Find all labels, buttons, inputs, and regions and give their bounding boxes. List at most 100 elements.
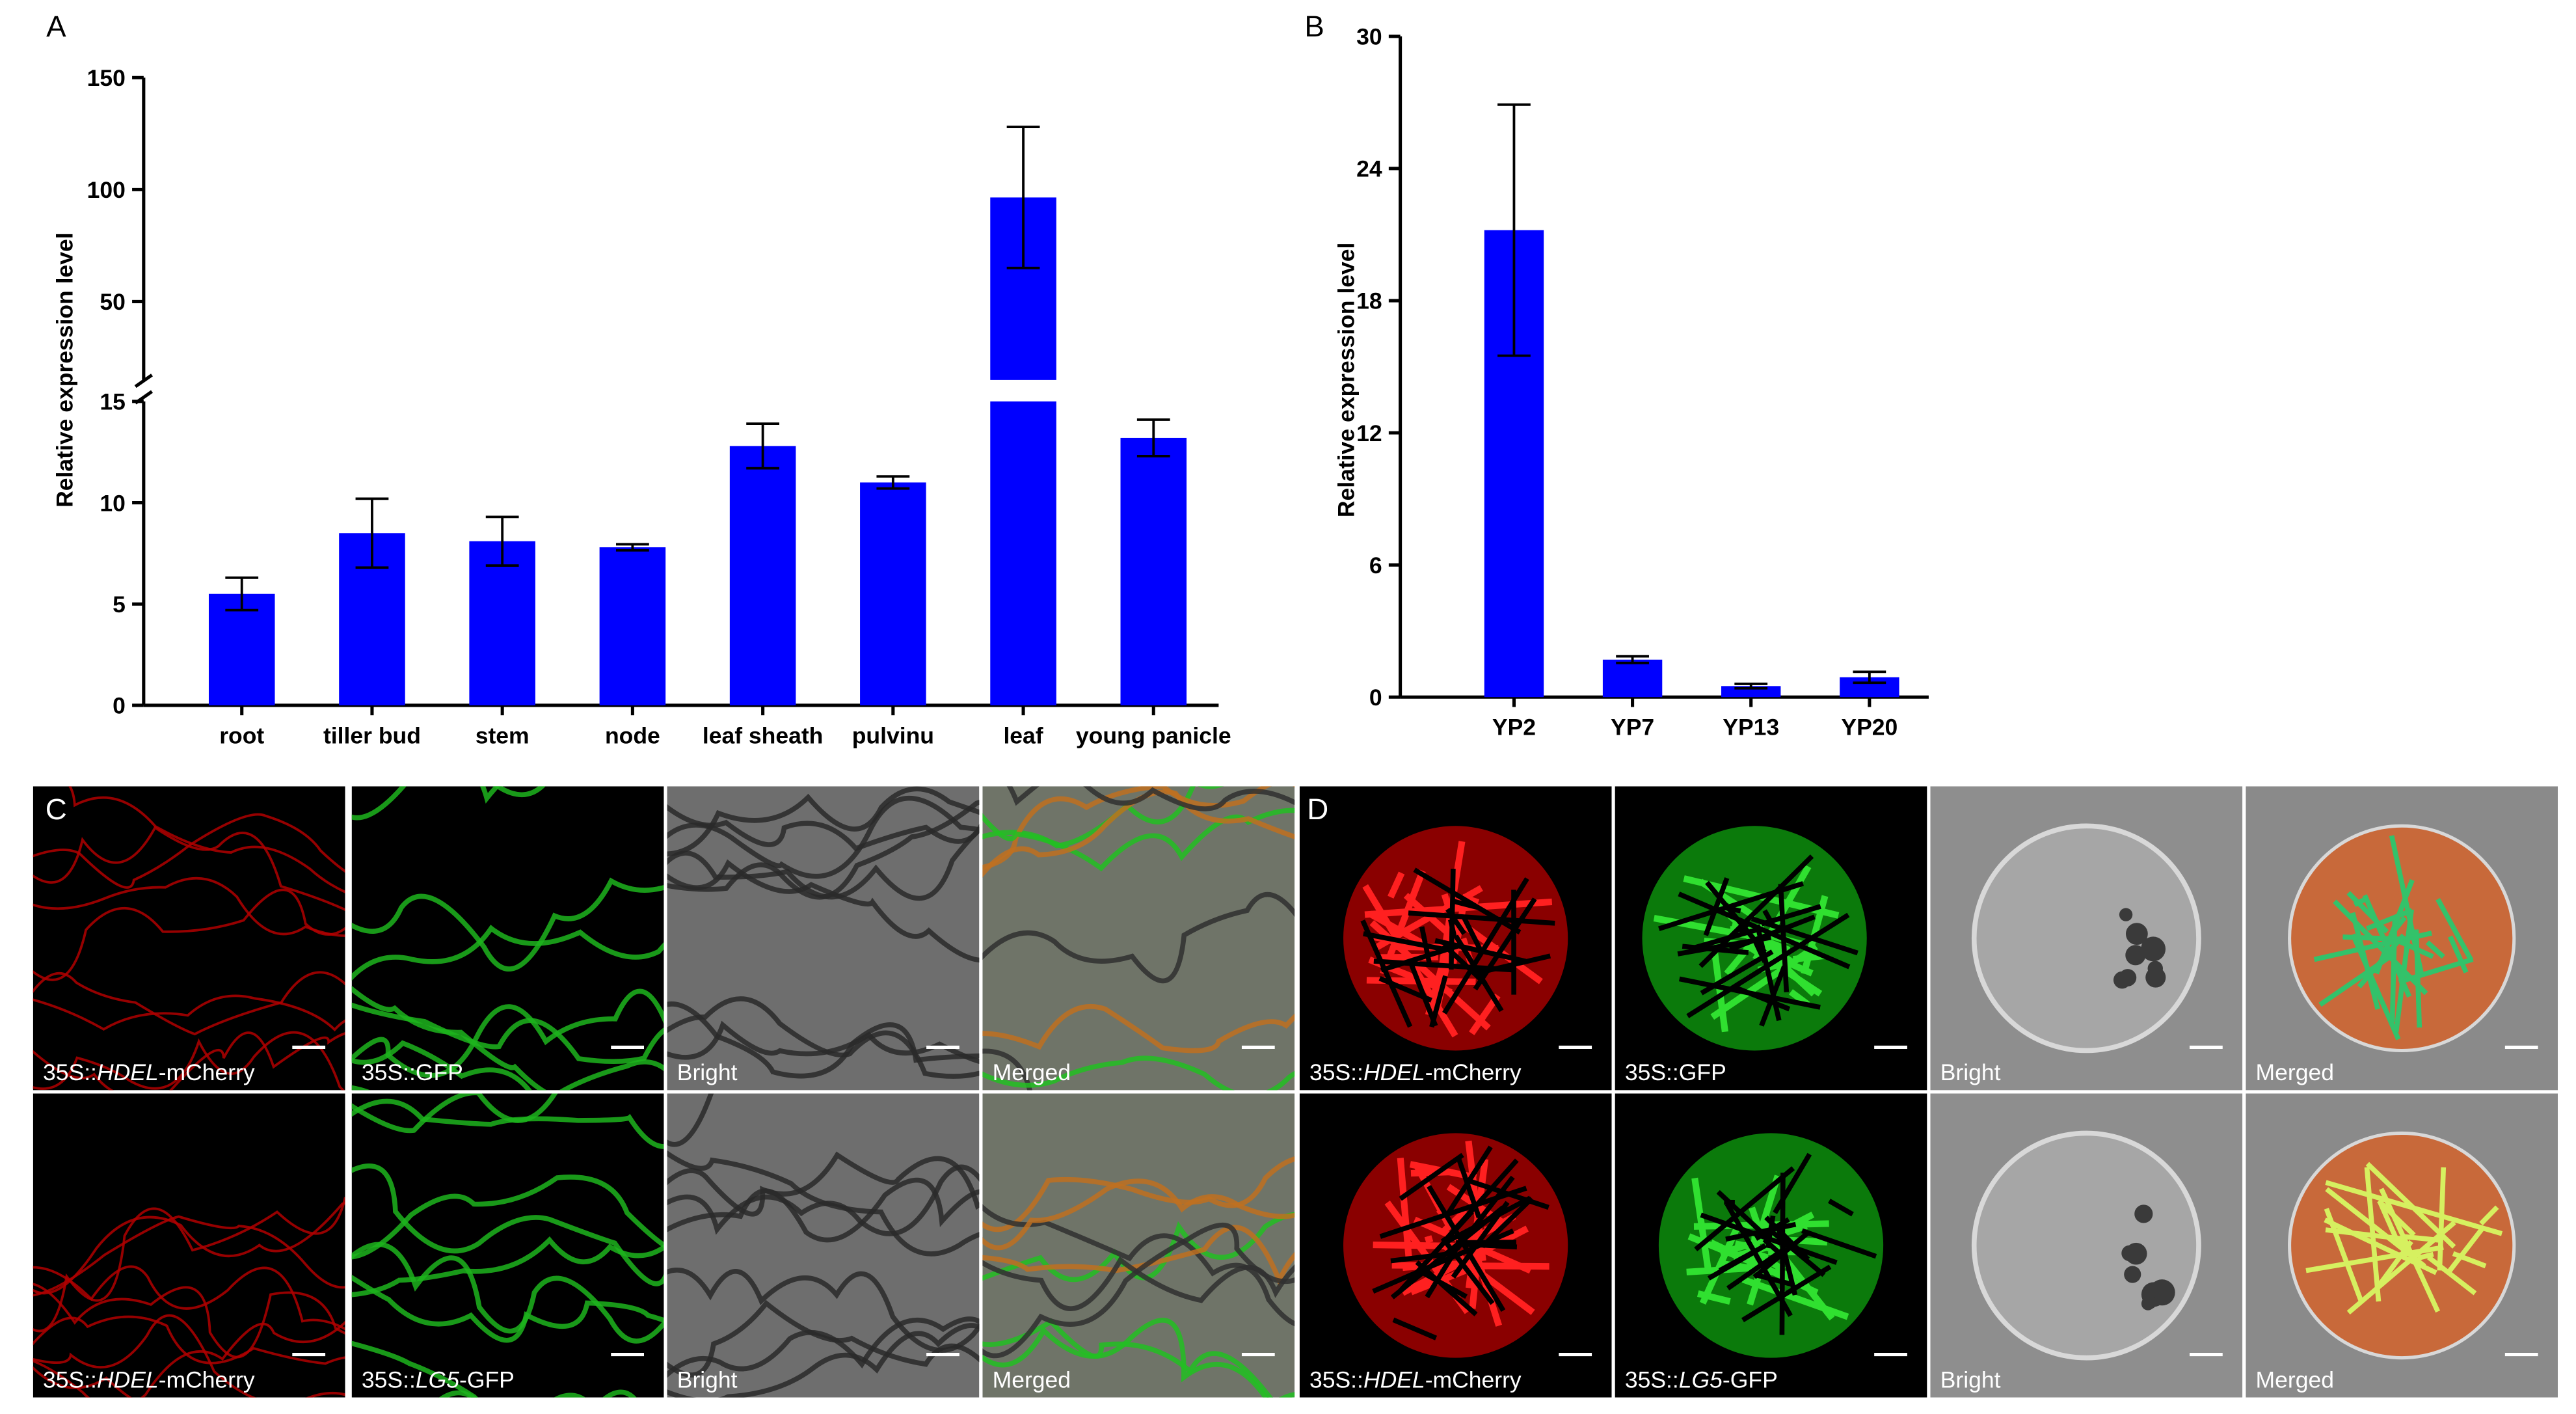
er-network (2325, 1180, 2503, 1236)
cell-outline (982, 1225, 1295, 1287)
cell-outline (33, 1314, 345, 1398)
er-network (1448, 919, 1458, 939)
cell-outline (33, 1215, 345, 1297)
organelle (2113, 971, 2131, 989)
cell-outline (667, 1177, 980, 1243)
y-tick-label: 24 (1356, 156, 1382, 182)
micrograph: 35S::LG5-GFP (1615, 1093, 1927, 1398)
cell-outline (982, 891, 1295, 984)
micrograph: 35S::HDEL-mCherry (1299, 1093, 1612, 1398)
error-bar (1616, 655, 1649, 664)
er-network (1413, 867, 1522, 935)
cell-outline (33, 1031, 345, 1091)
er-network (1741, 1264, 1832, 1323)
cell-outline (667, 1316, 980, 1378)
micrograph: 35S::GFP (1615, 786, 1927, 1091)
label-part: -mCherry (1425, 1366, 1522, 1393)
er-network (1693, 927, 1758, 951)
er-network (1388, 871, 1405, 899)
bar (1120, 437, 1187, 705)
micrograph-label: 35S::GFP (1625, 1059, 1726, 1085)
cell-outline (33, 1201, 345, 1295)
er-network (1431, 841, 1466, 1013)
cell-outline (667, 859, 980, 963)
cell-outline (33, 1283, 345, 1359)
cell-outline (982, 1212, 1295, 1283)
organelle (2142, 1294, 2157, 1310)
y-tick-label: 0 (1369, 685, 1382, 711)
cell-outline (68, 786, 345, 893)
er-network (2396, 938, 2434, 959)
er-network (2404, 1234, 2442, 1243)
micrograph: 35S::GFP (351, 786, 664, 1091)
cell-outline (667, 1323, 980, 1398)
cell-outline (667, 800, 980, 900)
er-network (1691, 1177, 1711, 1270)
er-network (1399, 1152, 1464, 1201)
error-bar (355, 497, 389, 569)
er-network (1733, 985, 1791, 1012)
y-tick-label: 10 (100, 490, 126, 516)
bar (1602, 659, 1663, 698)
protoplast (1971, 823, 2201, 1054)
error-bar (1734, 683, 1768, 690)
y-tick-label: 100 (87, 177, 126, 203)
er-network (2425, 940, 2445, 959)
panel-label: D (1307, 793, 1328, 826)
error-bar (1136, 418, 1170, 457)
er-network (1418, 1268, 1468, 1299)
cell-outline (351, 1340, 585, 1398)
er-network (1442, 943, 1488, 986)
micrograph-label: Bright (677, 1059, 738, 1085)
er-network (1694, 1166, 1795, 1252)
micrograph: Merged (2246, 1093, 2558, 1398)
er-network (1461, 916, 1484, 953)
bar (599, 547, 666, 705)
er-network (1397, 1158, 1412, 1258)
er-network (1703, 877, 1730, 936)
cell-outline (351, 1002, 664, 1065)
micrograph: Merged (2246, 786, 2558, 1091)
er-network (1711, 949, 1728, 1033)
label-part: -GFP (1723, 1366, 1778, 1393)
panel-label: C (46, 793, 67, 826)
er-network (1445, 908, 1467, 936)
cell-outline (33, 971, 345, 1036)
micrograph-label: 35S::GFP (362, 1059, 463, 1085)
micrograph-label: Merged (993, 1059, 1071, 1085)
er-network (2479, 1205, 2499, 1226)
cell-outline (667, 826, 980, 901)
error-bar (876, 475, 910, 490)
er-network (1678, 891, 1851, 970)
panel-label: B (1304, 10, 1324, 43)
cell-outline (33, 888, 345, 981)
cell-outline (982, 1256, 1295, 1311)
x-tick-label: node (605, 722, 660, 748)
y-axis-title: Relative expression level (52, 232, 78, 507)
x-tick-label: YP13 (1723, 714, 1779, 741)
cell-outline (33, 1031, 345, 1091)
error-bar (1006, 126, 1040, 269)
organelle (2134, 1204, 2153, 1223)
micrograph-label: Merged (2256, 1366, 2334, 1393)
bar (469, 541, 535, 705)
y-tick-label: 30 (1356, 24, 1382, 50)
x-tick-label: young panicle (1076, 722, 1231, 748)
label-part: -mCherry (159, 1366, 255, 1393)
er-network (1392, 1317, 1438, 1340)
cell-outline (667, 804, 980, 852)
bar (860, 482, 926, 705)
er-network (1752, 1231, 1810, 1279)
y-tick-label: 5 (113, 591, 126, 618)
y-tick-label: 0 (113, 693, 126, 719)
er-network (1456, 1158, 1482, 1219)
cell-outline (1006, 786, 1295, 811)
er-network (1718, 1243, 1767, 1273)
cell-outline (33, 1320, 345, 1398)
cell-outline (351, 1040, 664, 1091)
er-network (2437, 1167, 2447, 1271)
organelle (2125, 923, 2148, 945)
cell-outline (667, 796, 980, 879)
y-tick-label: 15 (100, 389, 126, 415)
er-network (1686, 912, 1850, 1018)
